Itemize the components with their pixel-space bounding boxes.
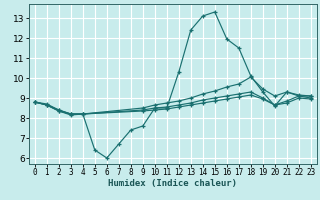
X-axis label: Humidex (Indice chaleur): Humidex (Indice chaleur) bbox=[108, 179, 237, 188]
